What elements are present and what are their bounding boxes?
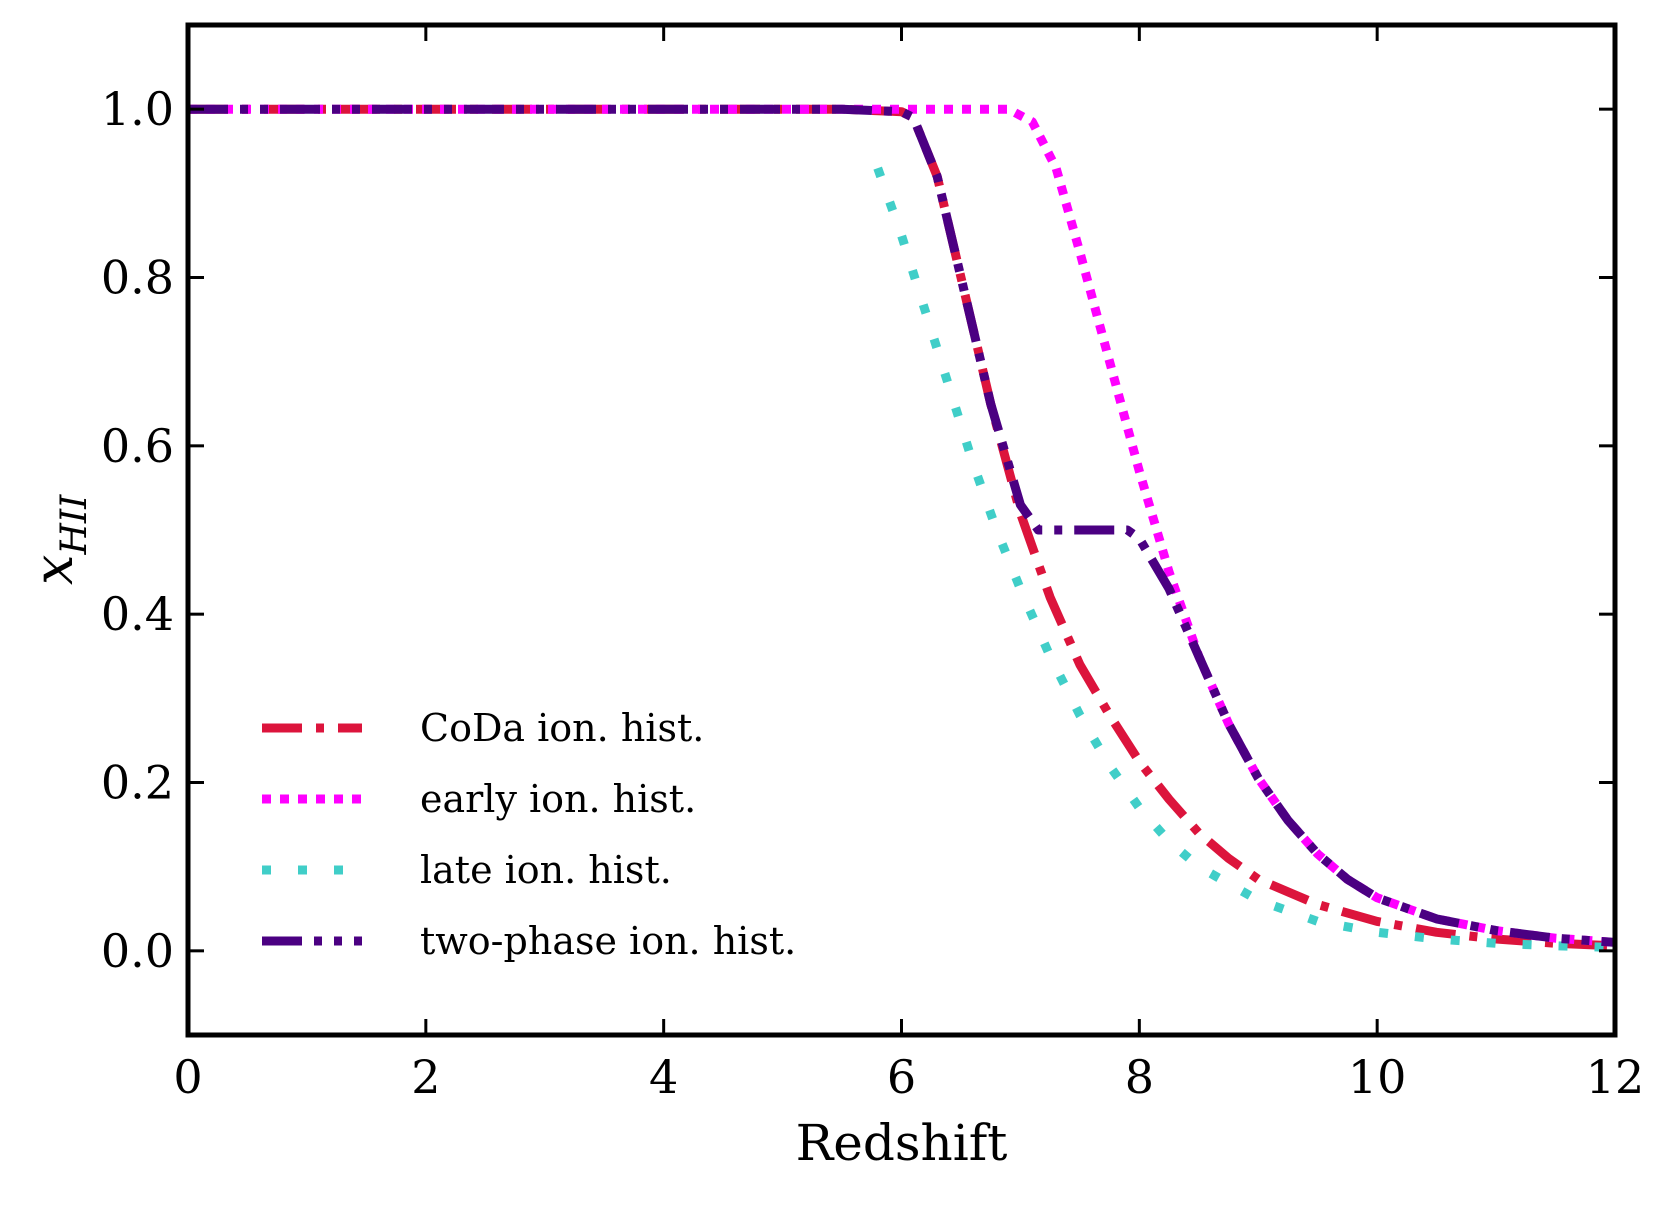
x-tick-label: 2 — [411, 1050, 440, 1104]
y-axis-label: xHII — [22, 494, 95, 585]
series-line-2 — [188, 104, 1615, 947]
y-tick-label: 0.6 — [101, 419, 174, 473]
x-tick-label: 10 — [1348, 1050, 1407, 1104]
y-tick-label: 0.4 — [101, 587, 174, 641]
y-tick-label: 1.0 — [101, 82, 174, 136]
data-layer — [188, 104, 1615, 952]
x-tick-label: 6 — [887, 1050, 916, 1104]
plot-area — [185, 22, 1618, 1038]
y-axis-label-subscript: HII — [54, 494, 95, 556]
x-tick-label: 8 — [1125, 1050, 1154, 1104]
tick-labels: 0 2 4 6 8 10 12 0.0 0.2 0.4 0.6 0.8 1.0 — [101, 82, 1644, 1104]
y-tick-label: 0.8 — [101, 251, 174, 305]
series-line-4 — [188, 104, 1615, 947]
x-axis-label: Redshift — [796, 1114, 1008, 1172]
legend-label-1: CoDa ion. hist. — [420, 706, 704, 750]
x-tick-label: 12 — [1586, 1050, 1645, 1104]
y-axis-label-main: x — [22, 555, 85, 585]
series-line-3 — [873, 166, 1615, 952]
y-tick-label: 0.0 — [101, 924, 174, 978]
plot-frame — [185, 22, 1618, 1038]
legend-label-3: late ion. hist. — [420, 848, 672, 892]
legend: CoDa ion. hist. early ion. hist. late ion.… — [262, 706, 796, 963]
legend-label-2: early ion. hist. — [420, 777, 696, 821]
series-line-1 — [188, 104, 1615, 951]
legend-label-4: two-phase ion. hist. — [420, 919, 796, 963]
y-tick-label: 0.2 — [101, 756, 174, 810]
x-tick-label: 4 — [649, 1050, 678, 1104]
ticks-layer — [186, 25, 1617, 1035]
x-tick-label: 0 — [173, 1050, 202, 1104]
